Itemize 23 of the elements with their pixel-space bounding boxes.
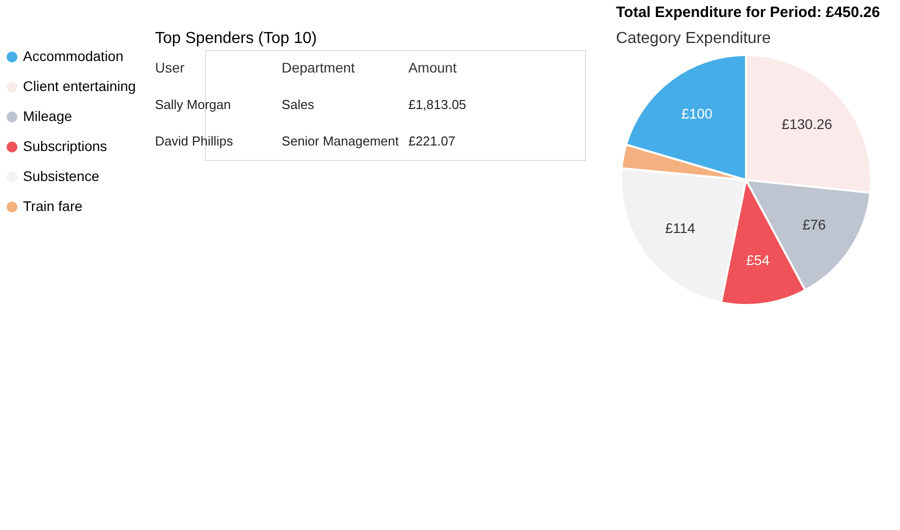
text: Top Spenders (Top 10) xyxy=(155,30,317,47)
text: User xyxy=(155,59,185,76)
text: Department xyxy=(282,59,355,76)
data-label: £76 xyxy=(802,216,826,233)
legend-label: Accommodation xyxy=(23,48,124,64)
text: David Phillips xyxy=(155,134,234,149)
text: Sales xyxy=(282,97,315,112)
text: Sally Morgan xyxy=(155,97,231,112)
legend-label: Client entertaining xyxy=(23,78,136,94)
data-label: £54 xyxy=(746,252,770,268)
legend-label: Subsistence xyxy=(23,168,100,184)
legend-label: Subscriptions xyxy=(23,138,108,154)
text: £221.07 xyxy=(408,134,456,149)
text: Amount xyxy=(408,59,457,76)
legend-label: Mileage xyxy=(23,108,72,124)
text: Senior Management xyxy=(282,134,400,149)
legend-label: Train fare xyxy=(23,198,83,214)
chart-subtitle: Category Expenditure xyxy=(616,30,771,47)
chart-title: Total Expenditure for Period: £450.26 xyxy=(616,4,880,21)
data-label: £130.26 xyxy=(782,116,832,132)
data-label: £114 xyxy=(665,220,696,236)
text: £1,813.05 xyxy=(408,97,466,112)
data-label: £100 xyxy=(681,105,713,122)
